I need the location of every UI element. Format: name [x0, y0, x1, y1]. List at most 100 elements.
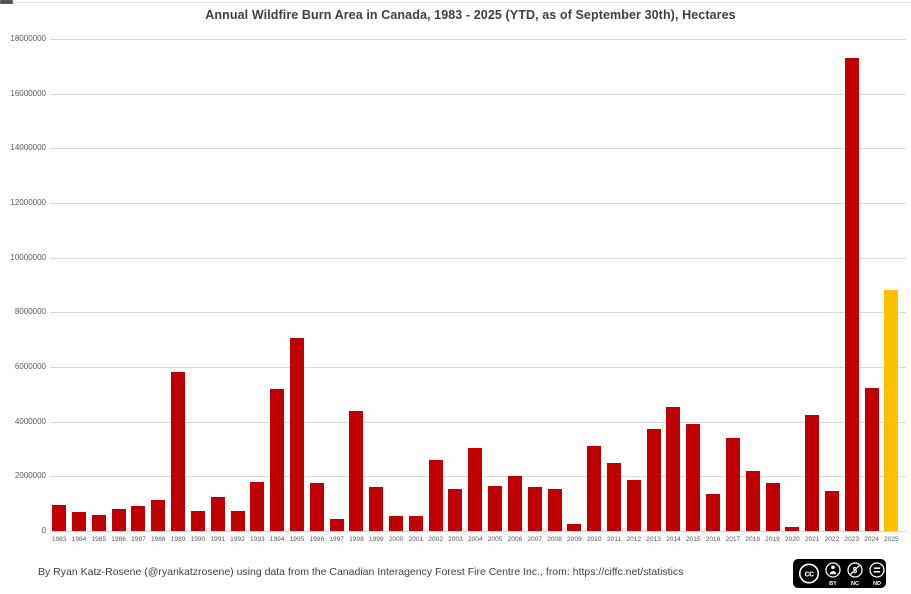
x-axis-tick-label-2018: 2018	[745, 536, 761, 543]
x-axis-tick-label-1996: 1996	[309, 536, 325, 543]
x-axis-tick-label-1986: 1986	[111, 536, 126, 543]
x-axis-tick-label-1989: 1989	[170, 536, 186, 543]
bar-2012	[626, 480, 641, 531]
bar-1989	[171, 372, 186, 531]
bar-1996	[309, 483, 324, 531]
gridline-12000000	[50, 203, 906, 204]
cc-nc-icon: $ NC	[847, 562, 863, 587]
x-axis-tick-label-2007: 2007	[527, 536, 543, 543]
bar-1998	[349, 410, 364, 531]
bar-2018	[745, 470, 760, 531]
cc-logo-icon: cc	[799, 563, 819, 584]
x-axis-tick-label-2023: 2023	[844, 536, 860, 543]
x-axis-tick-label-2008: 2008	[547, 536, 562, 543]
x-axis-tick-label-2009: 2009	[567, 536, 582, 543]
x-axis-tick-label-2010: 2010	[586, 536, 602, 543]
y-axis-tick-label: 2000000	[14, 471, 46, 481]
bar-2021	[805, 414, 820, 531]
x-axis-tick-label-1992: 1992	[230, 536, 245, 543]
bar-2009	[567, 524, 582, 531]
bar-1988	[151, 499, 166, 531]
bar-1992	[230, 510, 245, 531]
bar-2002	[428, 459, 443, 531]
cc-by-icon: BY	[825, 562, 841, 587]
bar-1985	[91, 514, 106, 531]
svg-text:BY: BY	[829, 581, 837, 587]
bar-2011	[606, 462, 621, 531]
x-axis-tick-label-1983: 1983	[51, 536, 67, 543]
bar-2023	[844, 58, 859, 531]
cc-nd-icon: ND	[869, 562, 885, 587]
svg-text:ND: ND	[873, 581, 881, 587]
bar-1987	[131, 506, 146, 531]
x-axis-tick-label-1991: 1991	[210, 536, 226, 543]
x-axis-tick-label-1985: 1985	[91, 536, 107, 543]
y-axis-tick-label: 10000000	[10, 252, 46, 262]
y-axis-tick-label: 6000000	[14, 362, 46, 371]
crop-artifact	[0, 0, 13, 4]
bar-1995	[289, 338, 304, 531]
bar-1994	[270, 388, 285, 531]
x-axis-tick-label-2000: 2000	[388, 536, 404, 543]
bar-2014	[666, 406, 681, 531]
x-axis-tick-label-2020: 2020	[784, 536, 800, 543]
x-axis-tick-label-1995: 1995	[289, 536, 305, 543]
x-axis-tick-label-1998: 1998	[349, 536, 364, 543]
x-axis-tick-label-2025: 2025	[884, 536, 899, 543]
x-axis-tick-label-2004: 2004	[467, 536, 483, 543]
y-axis-tick-label: 4000000	[14, 416, 46, 426]
bar-2001	[408, 515, 423, 531]
bar-2008	[547, 488, 562, 531]
bar-1999	[369, 487, 384, 531]
x-axis-tick-label-1984: 1984	[71, 536, 87, 543]
gridline-0	[50, 531, 906, 532]
y-axis-tick-label: 0	[41, 526, 46, 535]
bar-2020	[785, 526, 800, 531]
x-axis-tick-label-2016: 2016	[705, 536, 721, 543]
x-axis-tick-label-2006: 2006	[507, 536, 523, 543]
x-axis-tick-label-1999: 1999	[368, 536, 384, 543]
gridline-8000000	[50, 312, 906, 314]
bar-1986	[111, 509, 126, 531]
y-axis-tick-label: 18000000	[10, 34, 46, 43]
x-axis-tick-label-2011: 2011	[606, 536, 622, 543]
gridline-4000000	[50, 421, 906, 423]
bar-2013	[646, 428, 661, 531]
cc-license-icon: cc BY $ NC ND	[793, 559, 886, 588]
x-axis-tick-label-1990: 1990	[190, 536, 206, 543]
gridline-10000000	[50, 257, 906, 259]
bar-1997	[329, 518, 344, 531]
x-axis-tick-label-2014: 2014	[666, 536, 681, 543]
bar-2019	[765, 483, 780, 531]
x-axis-tick-label-2002: 2002	[428, 536, 443, 543]
chart-title: Annual Wildfire Burn Area in Canada, 198…	[205, 8, 736, 22]
bar-2015	[686, 424, 701, 531]
x-axis-tick-label-1993: 1993	[249, 536, 265, 543]
gridline-16000000	[50, 93, 906, 95]
x-axis-tick-label-2022: 2022	[824, 536, 840, 543]
bar-2003	[448, 488, 463, 531]
bar-1984	[72, 511, 86, 531]
x-axis-tick-label-2021: 2021	[804, 536, 820, 543]
x-axis-tick-label-1987: 1987	[131, 536, 146, 543]
attribution-text: By Ryan Katz-Rosene (@ryankatzrosene) us…	[38, 566, 684, 578]
bar-2007	[527, 487, 542, 531]
bar-2010	[587, 446, 602, 531]
bar-2022	[824, 491, 839, 531]
x-axis-tick-label-2001: 2001	[408, 536, 424, 543]
bar-2005	[488, 485, 503, 531]
bar-2025	[884, 290, 899, 531]
y-axis-tick-label: 12000000	[10, 198, 46, 207]
x-axis-tick-label-1988: 1988	[150, 536, 166, 543]
x-axis-tick-label-1997: 1997	[329, 536, 344, 543]
y-axis-tick-label: 14000000	[10, 143, 46, 153]
cc-by-nc-nd-license-badge[interactable]: cc BY $ NC ND	[793, 559, 886, 588]
x-axis-tick-label-2019: 2019	[765, 536, 780, 543]
x-axis-tick-label-2005: 2005	[487, 536, 503, 543]
bar-2004	[468, 447, 483, 531]
gridline-18000000	[50, 39, 906, 40]
bar-1991	[210, 496, 225, 531]
x-axis-tick-label-2013: 2013	[646, 536, 661, 543]
